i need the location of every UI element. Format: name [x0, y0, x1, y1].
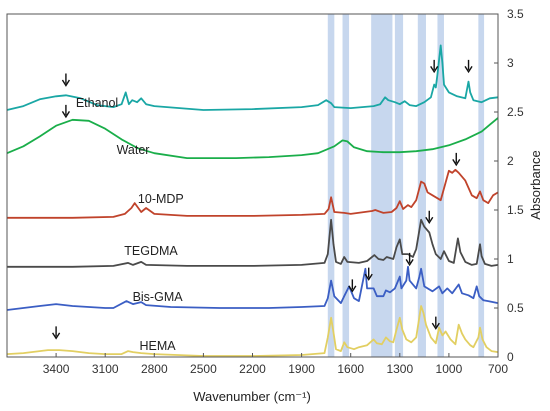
x-tick-label-1: 3100: [92, 362, 119, 376]
y-tick-label-5: 2.5: [507, 105, 524, 119]
peak-arrow-1-0: [61, 104, 71, 119]
series-label-1: Water: [117, 143, 150, 157]
spectrum-lines: [6, 44, 499, 357]
x-tick-label-9: 700: [488, 362, 508, 376]
x-tick-label-6: 1600: [337, 362, 364, 376]
series-label-2: 10-MDP: [138, 192, 184, 206]
y-tick-label-6: 3: [507, 56, 514, 70]
y-tick-label-4: 2: [507, 154, 514, 168]
series-label-3: TEGDMA: [124, 244, 178, 258]
peak-arrow-0-2: [464, 59, 473, 74]
peak-arrow-3-0: [425, 210, 434, 225]
highlight-band-6: [478, 14, 485, 357]
peak-arrow-4-1: [364, 267, 373, 281]
highlight-band-2: [371, 14, 393, 357]
y-tick-label-1: 0.5: [507, 301, 524, 315]
peak-arrow-5-0: [52, 326, 61, 340]
x-tick-label-4: 2200: [239, 362, 266, 376]
series-label-0: Ethanol: [76, 96, 118, 110]
highlight-bands: [327, 14, 485, 357]
series-line-2: [7, 168, 499, 219]
peak-arrow-2-0: [452, 152, 461, 167]
peak-arrow-0-0: [61, 73, 71, 87]
highlight-band-0: [327, 14, 335, 357]
y-tick-label-3: 1.5: [507, 203, 524, 217]
x-axis-label: Wavenumber (cm⁻¹): [193, 389, 311, 404]
y-tick-label-7: 3.5: [507, 7, 524, 21]
x-tick-label-7: 1300: [386, 362, 413, 376]
series-line-1: [6, 117, 499, 159]
highlight-band-1: [342, 14, 350, 357]
y-axis-ticks: 0 0.5 1 1.5 2 2.5 3 3.5: [494, 7, 524, 364]
x-tick-label-2: 2800: [141, 362, 168, 376]
y-tick-label-0: 0: [507, 350, 514, 364]
series-label-5: HEMA: [140, 339, 177, 353]
series-line-4: [6, 265, 499, 311]
peak-arrow-5-1: [431, 316, 440, 330]
highlight-band-3: [394, 14, 404, 357]
highlight-band-4: [417, 14, 426, 357]
peak-arrow-4-2: [405, 252, 414, 267]
x-tick-label-8: 1000: [436, 362, 463, 376]
peak-arrows: [52, 59, 473, 340]
y-tick-label-2: 1: [507, 252, 514, 266]
series-line-5: [6, 305, 499, 357]
x-tick-label-0: 3400: [43, 362, 70, 376]
x-tick-label-3: 2500: [190, 362, 217, 376]
x-axis-ticks: 3400 3100 2800 2500 2200 1900 1600 1300 1000 700: [43, 353, 508, 376]
peak-arrow-0-1: [430, 59, 439, 74]
series-line-3: [7, 218, 499, 268]
x-tick-label-5: 1900: [288, 362, 315, 376]
series-labels: Ethanol Water 10-MDP TEGDMA Bis-GMA HEMA: [76, 96, 184, 353]
series-label-4: Bis-GMA: [133, 290, 184, 304]
highlight-band-5: [437, 14, 444, 357]
peak-arrow-4-0: [348, 279, 357, 293]
y-axis-label: Absorbance: [528, 150, 543, 219]
series-line-0: [6, 44, 499, 111]
